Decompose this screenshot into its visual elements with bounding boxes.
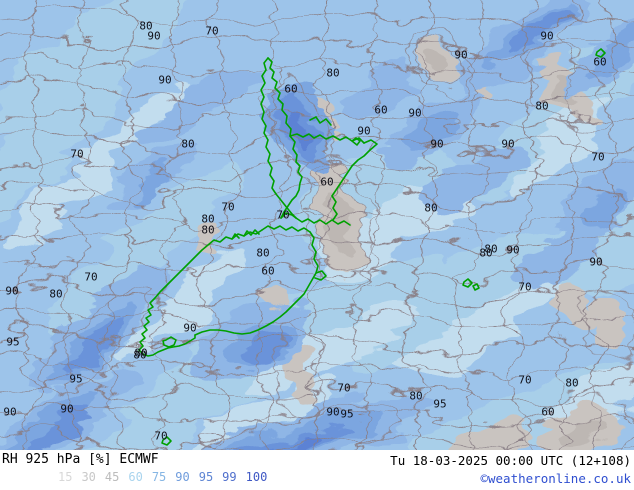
contour-label: 80	[409, 389, 423, 403]
contour-label: 95	[6, 335, 20, 349]
contour-label: 80	[181, 137, 195, 151]
contour-label: 70	[70, 147, 84, 161]
contour-label: 90	[430, 137, 444, 151]
contour-label: 90	[408, 106, 422, 120]
contour-label: 70	[205, 24, 219, 38]
contour-label: 70	[221, 200, 235, 214]
contour-label: 80	[256, 246, 270, 260]
legend-tick-45[interactable]: 45	[104, 470, 120, 484]
contour-label: 90	[454, 48, 468, 62]
contour-label: 80	[139, 19, 153, 33]
legend-tick-95[interactable]: 95	[198, 470, 214, 484]
contour-label: 80	[565, 376, 579, 390]
contour-label: 70	[518, 280, 532, 294]
legend-tick-90[interactable]: 90	[175, 470, 190, 484]
copyright-link[interactable]: ©weatheronline.co.uk	[480, 471, 631, 486]
contour-label: 80	[424, 201, 438, 215]
contour-label: 80	[49, 287, 63, 301]
contour-label: 90	[5, 284, 19, 298]
contour-label: 60	[541, 405, 555, 419]
contour-label: 60	[261, 264, 275, 278]
contour-label: 80	[134, 346, 148, 360]
contour-label: 60	[284, 82, 298, 96]
contour-label: 80	[326, 66, 340, 80]
contour-label: 80	[133, 348, 147, 362]
contour-label: 90	[501, 137, 515, 151]
contour-label: 60	[593, 55, 607, 69]
contour-label: 60	[374, 103, 388, 117]
contour-label: 80	[201, 212, 215, 226]
contour-label: 70	[154, 429, 168, 443]
contour-label: 80	[484, 242, 498, 256]
contour-label: 90	[147, 29, 161, 43]
contour-label: 95	[433, 397, 447, 411]
contour-label: 70	[518, 373, 532, 387]
contour-label: 70	[337, 381, 351, 395]
contour-label: 90	[540, 29, 554, 43]
contour-label: 90	[506, 243, 520, 257]
contour-label: 60	[320, 175, 334, 189]
legend-tick-30[interactable]: 30	[81, 470, 96, 484]
contour-label: 80	[479, 246, 493, 260]
map-canvas[interactable]: 80 90 70 90 90 80 90 90 70 80 60 90 60 80 70 80 80 70 90 90…	[0, 0, 634, 450]
contour-label: 90	[326, 405, 340, 419]
page-title: RH 925 hPa [%] ECMWF	[2, 452, 159, 467]
contour-label: 90	[183, 321, 197, 335]
legend-tick-75[interactable]: 75	[151, 470, 167, 484]
legend-tick-60[interactable]: 60	[128, 470, 143, 484]
contour-label: 95	[69, 372, 83, 386]
contour-label: 70	[591, 150, 605, 164]
map-footer: RH 925 hPa [%] ECMWF 15 30 45 60 75 90 95 99 100…	[0, 450, 634, 490]
legend-tick-99[interactable]: 99	[222, 470, 237, 484]
contour-label: 80	[201, 223, 215, 237]
legend-tick-15[interactable]: 15	[58, 470, 73, 484]
coastline-new-zealand	[138, 48, 606, 446]
humidity-field-raster	[0, 0, 634, 450]
contour-label: 90	[589, 255, 603, 269]
contour-label: 70	[84, 270, 98, 284]
contour-label: 90	[3, 405, 17, 419]
color-scale-legend[interactable]: 15 30 45 60 75 90 95 99 100	[58, 470, 267, 484]
contour-label: 95	[340, 407, 354, 421]
contour-label: 80	[535, 99, 549, 113]
contour-label: 90	[357, 124, 371, 138]
contour-label: 70	[276, 208, 290, 222]
valid-time-stamp: Tu 18-03-2025 00:00 UTC (12+108)	[390, 453, 631, 468]
legend-tick-100[interactable]: 100	[245, 470, 268, 484]
contour-label: 90	[158, 73, 172, 87]
contour-label: 90	[60, 402, 74, 416]
